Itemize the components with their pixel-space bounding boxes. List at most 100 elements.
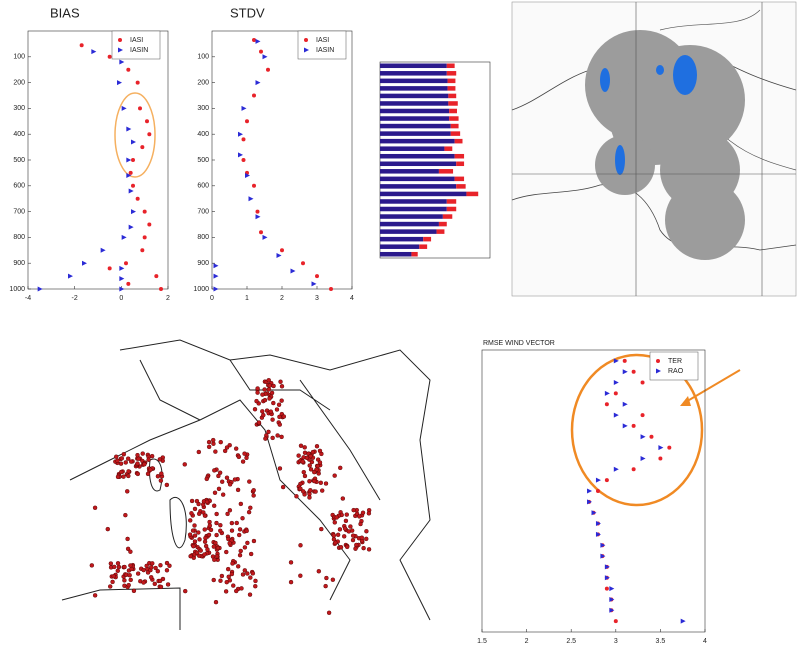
point: [623, 423, 628, 428]
y-tick-label: 800: [197, 234, 209, 241]
obs-point: [196, 531, 200, 535]
obs-point: [266, 430, 270, 434]
obs-point: [225, 476, 229, 480]
obs-point: [218, 471, 222, 475]
obs-point: [145, 564, 149, 568]
y-tick-label: 600: [13, 183, 25, 190]
obs-point: [239, 502, 243, 506]
obs-point: [360, 536, 364, 540]
legend-label: IASIN: [130, 47, 148, 54]
obs-point: [303, 474, 307, 478]
obs-point: [147, 458, 151, 462]
point: [256, 39, 261, 44]
obs-point: [158, 457, 162, 461]
obs-point: [307, 495, 311, 499]
obs-point: [272, 384, 276, 388]
obs-point: [93, 506, 97, 510]
bar-segment: [380, 192, 466, 197]
obs-point: [119, 462, 123, 466]
point: [145, 119, 149, 123]
obs-point: [211, 442, 215, 446]
point: [38, 287, 43, 292]
point: [242, 158, 246, 162]
obs-point: [241, 516, 245, 520]
obs-point: [117, 565, 121, 569]
obs-point: [362, 546, 366, 550]
obs-point: [111, 580, 115, 584]
obs-point: [351, 538, 355, 542]
obs-point: [224, 550, 228, 554]
obs-point: [352, 508, 356, 512]
bar-segment: [380, 199, 447, 204]
point: [108, 55, 112, 59]
obs-point: [209, 528, 213, 532]
obs-point: [254, 579, 258, 583]
obs-point: [345, 513, 349, 517]
obs-point: [142, 568, 146, 572]
obs-point: [115, 459, 119, 463]
point: [126, 158, 131, 163]
obs-point: [241, 573, 245, 577]
obs-point: [253, 584, 257, 588]
obs-point: [238, 553, 242, 557]
obs-point: [150, 561, 154, 565]
bar-segment: [449, 109, 457, 114]
point: [609, 586, 614, 591]
obs-point: [324, 482, 328, 486]
bar-segment: [380, 237, 423, 242]
point: [136, 81, 140, 85]
obs-point: [235, 521, 239, 525]
obs-point: [260, 409, 264, 413]
y-tick-label: 400: [13, 131, 25, 138]
obs-point: [353, 547, 357, 551]
obs-point: [90, 563, 94, 567]
obs-point: [167, 564, 171, 568]
radar-map: [512, 2, 796, 296]
bar-segment: [380, 252, 411, 257]
point: [131, 158, 135, 162]
obs-point: [230, 521, 234, 525]
obs-point: [218, 529, 222, 533]
bar-segment: [380, 154, 455, 159]
obs-point: [277, 403, 281, 407]
obs-point: [319, 481, 323, 485]
point: [632, 370, 636, 374]
point: [147, 223, 151, 227]
obs-point: [217, 487, 221, 491]
obs-point: [243, 545, 247, 549]
bar-segment: [437, 229, 445, 234]
plot-frame: [380, 62, 490, 258]
obs-point: [193, 507, 197, 511]
bar-segment: [380, 139, 455, 144]
bar-segment: [380, 222, 439, 227]
point: [242, 106, 247, 111]
x-tick-label: 2: [166, 295, 170, 302]
point: [122, 235, 127, 240]
obs-point: [189, 554, 193, 558]
obs-point: [343, 527, 347, 531]
point: [301, 261, 305, 265]
obs-point: [294, 494, 298, 498]
arrow-head: [680, 396, 691, 406]
point: [214, 263, 219, 268]
y-tick-label: 900: [197, 260, 209, 267]
obs-point: [136, 462, 140, 466]
obs-point: [243, 452, 247, 456]
point: [119, 287, 124, 292]
point: [641, 413, 645, 417]
x-tick-label: 4: [350, 295, 354, 302]
bar-segment: [380, 94, 448, 99]
obs-point: [127, 469, 131, 473]
bar-segment: [419, 244, 427, 249]
obs-point: [120, 456, 124, 460]
y-tick-label: 600: [197, 183, 209, 190]
obs-point: [159, 585, 163, 589]
obs-point: [128, 564, 132, 568]
obs-point: [297, 454, 301, 458]
point: [605, 478, 609, 482]
obs-point: [241, 460, 245, 464]
y-tick-label: 500: [13, 157, 25, 164]
obs-point: [299, 444, 303, 448]
obs-point: [230, 529, 234, 533]
point: [658, 445, 663, 450]
